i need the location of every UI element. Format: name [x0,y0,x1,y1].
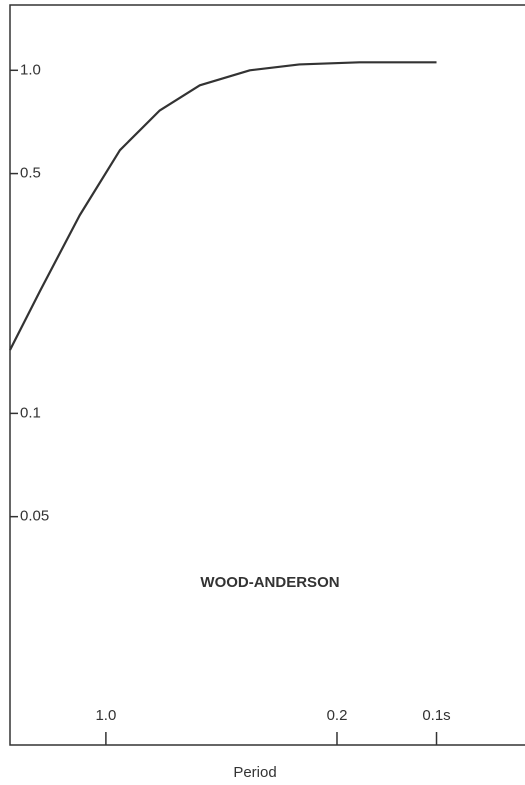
y-tick-label: 0.5 [20,165,41,182]
line [9,61,437,351]
y-tick-label: 0.1 [20,404,41,421]
plot-frame [9,4,525,746]
x-axis-label: Period [233,764,276,781]
y-tick-label: 0.05 [20,508,49,525]
x-tick-label: 0.2 [327,707,348,724]
x-tick-label: 0.1s [422,707,450,724]
annotation: WOOD-ANDERSON [200,574,339,591]
y-tick-label: 1.0 [20,61,41,78]
x-tick-label: 1.0 [95,707,116,724]
